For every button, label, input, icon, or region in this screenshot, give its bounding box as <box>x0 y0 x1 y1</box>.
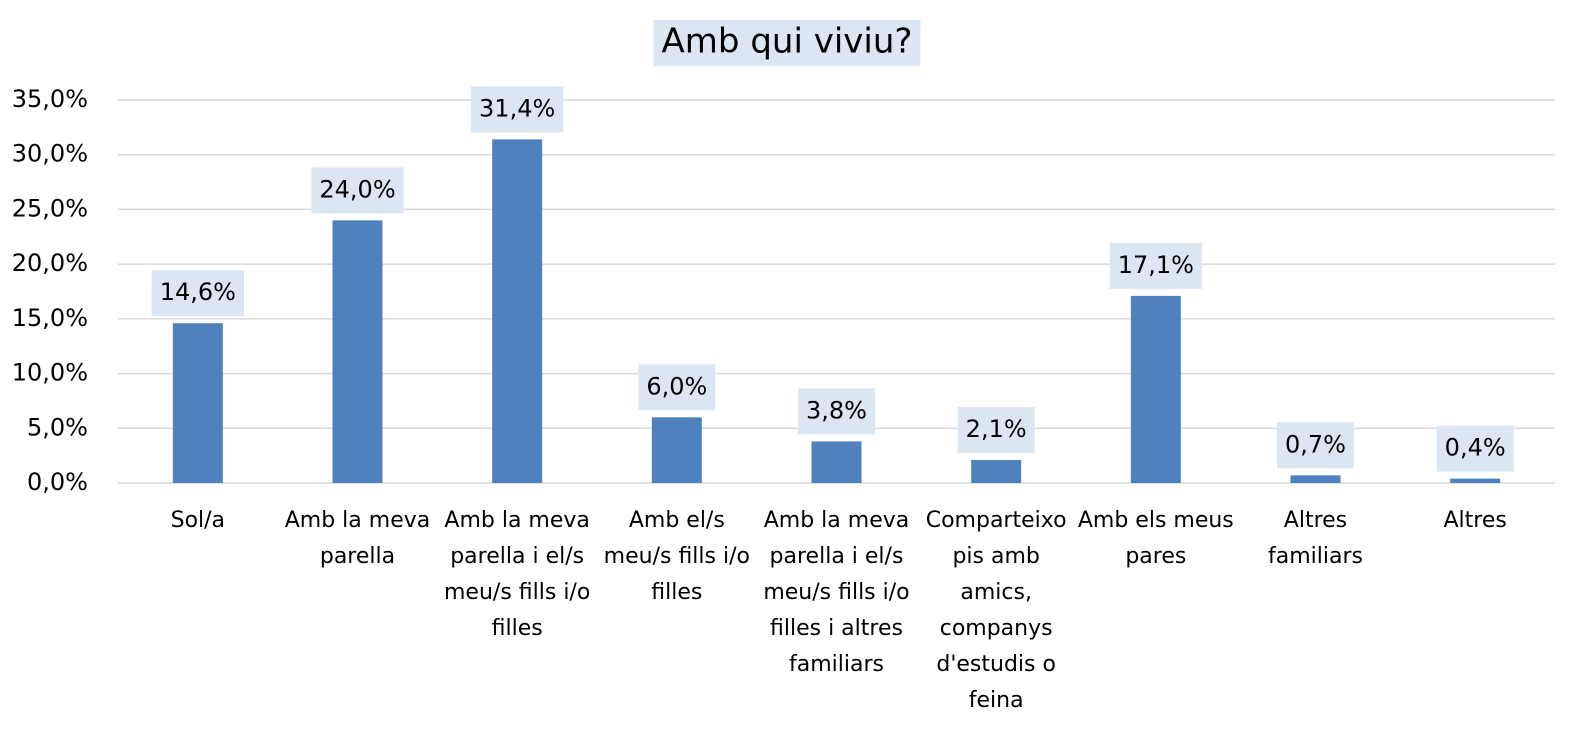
x-tick-label-box: Amb els meus pares <box>1077 508 1234 569</box>
value-label: 14,6% <box>160 278 236 306</box>
x-tick-label-box: Altres <box>1443 508 1507 533</box>
value-label: 31,4% <box>479 94 555 122</box>
value-label-background <box>151 270 244 317</box>
x-tick-label-box: Altres familiars <box>1267 508 1363 569</box>
y-tick-label: 0,0% <box>27 468 88 496</box>
value-label-background <box>798 388 875 435</box>
x-tick-label-box: Sol/a <box>170 508 226 533</box>
x-tick-label: Sol/a <box>170 508 226 533</box>
x-tick-label: Altres <box>1443 508 1507 533</box>
value-label: 24,0% <box>319 175 395 203</box>
x-tick-label: Amb la meva parella i el/s meu/s fills i… <box>444 508 591 641</box>
x-tick-label-box: Comparteixo pis amb amics, companys d'es… <box>925 508 1067 713</box>
y-tick-label: 15,0% <box>12 304 88 332</box>
y-tick-label: 25,0% <box>12 194 88 222</box>
value-label-background <box>1109 242 1202 289</box>
bar <box>332 220 383 483</box>
bar <box>1450 478 1501 483</box>
y-tick-label: 35,0% <box>12 85 88 113</box>
x-tick-label-box: Amb la meva parella i el/s meu/s fills i… <box>444 508 591 641</box>
x-tick-label: Amb la meva parella <box>284 508 431 569</box>
title-background <box>653 20 921 66</box>
value-label-background <box>957 407 1035 454</box>
bar <box>971 460 1022 483</box>
value-label-background <box>311 167 404 214</box>
y-tick-label: 10,0% <box>12 359 88 387</box>
value-label: 6,0% <box>646 372 707 400</box>
y-tick-label: 5,0% <box>27 413 88 441</box>
value-label-background <box>471 86 564 133</box>
bar <box>1130 295 1181 483</box>
value-label-background <box>1277 422 1354 469</box>
value-label: 2,1% <box>966 415 1027 443</box>
bar <box>811 441 862 483</box>
bar <box>651 417 702 483</box>
y-tick-label: 20,0% <box>12 249 88 277</box>
bar <box>172 323 223 483</box>
chart-title: Amb qui viviu? <box>662 22 913 62</box>
value-label: 17,1% <box>1118 251 1194 279</box>
value-label: 0,7% <box>1285 430 1346 458</box>
x-tick-label-box: Amb la meva parella <box>284 508 431 569</box>
y-tick-label: 30,0% <box>12 140 88 168</box>
value-label: 0,4% <box>1445 434 1506 462</box>
value-label-background <box>1436 425 1514 472</box>
x-tick-label-box: Amb el/s meu/s fills i/o filles <box>603 508 750 605</box>
bar <box>1290 475 1341 483</box>
x-tick-label: Amb el/s meu/s fills i/o filles <box>603 508 750 605</box>
x-tick-label: Amb els meus pares <box>1077 508 1234 569</box>
bar <box>492 139 543 483</box>
x-tick-label: Comparteixo pis amb amics, companys d'es… <box>925 508 1067 713</box>
x-tick-label: Amb la meva parella i el/s meu/s fills i… <box>763 508 910 677</box>
value-label-background <box>638 364 716 411</box>
x-tick-label-box: Amb la meva parella i el/s meu/s fills i… <box>763 508 910 677</box>
x-tick-label: Altres familiars <box>1267 508 1363 569</box>
value-label: 3,8% <box>806 396 867 424</box>
